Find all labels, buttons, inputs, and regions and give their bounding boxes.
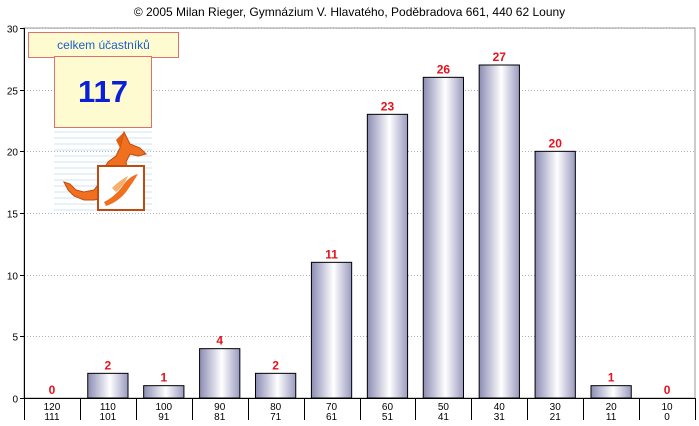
x-tick-label: 70 [326, 402, 338, 413]
bar [590, 385, 632, 399]
data-label: 1 [160, 371, 167, 385]
participants-count: 117 [54, 56, 152, 128]
x-tick-label: 81 [214, 412, 226, 423]
x-tick-label: 90 [214, 402, 226, 413]
data-label: 0 [49, 383, 56, 397]
kangaroo-logo-icon [54, 130, 152, 211]
x-tick-label: 0 [664, 412, 670, 423]
x-tick-label: 111 [44, 412, 60, 423]
copyright-text: © 2005 Milan Rieger, Gymnázium V. Hlavat… [133, 5, 566, 19]
x-tick-label: 101 [100, 412, 117, 423]
data-label: 2 [272, 358, 279, 372]
x-tick-label: 21 [550, 412, 562, 423]
bar [310, 261, 353, 399]
bar [87, 372, 129, 399]
x-tick-label: 100 [155, 402, 172, 413]
data-label: 4 [216, 334, 223, 348]
x-tick-label: 20 [606, 402, 618, 413]
x-tick-label: 60 [382, 402, 394, 413]
y-tick-label: 30 [7, 25, 19, 36]
x-tick-label: 71 [270, 412, 282, 423]
data-label: 26 [437, 62, 451, 76]
x-tick-label: 40 [494, 402, 506, 413]
y-tick-label: 0 [12, 395, 18, 406]
bar [254, 372, 297, 399]
x-tick-label: 80 [270, 402, 282, 413]
y-tick-label: 20 [7, 148, 19, 159]
x-tick-label: 31 [494, 412, 506, 423]
x-tick-label: 50 [438, 402, 450, 413]
x-tick-label: 41 [438, 412, 450, 423]
data-label: 1 [608, 371, 615, 385]
participants-label: celkem účastníků [28, 32, 179, 58]
x-tick-label: 51 [382, 412, 394, 423]
x-tick-label: 110 [100, 402, 116, 413]
bar [422, 76, 465, 399]
data-label: 27 [493, 50, 507, 64]
data-label: 2 [105, 358, 112, 372]
x-tick-label: 61 [326, 412, 338, 423]
y-tick-label: 10 [7, 272, 19, 283]
x-tick-label: 91 [158, 412, 170, 423]
x-tick-label: 120 [44, 402, 61, 413]
data-label: 11 [325, 247, 338, 261]
bar [534, 150, 576, 399]
y-tick-label: 15 [7, 210, 19, 221]
data-label: 20 [549, 136, 563, 150]
bar [478, 64, 520, 399]
x-tick-label: 11 [606, 412, 617, 423]
bar [199, 348, 241, 399]
y-tick-label: 5 [12, 333, 18, 344]
data-label: 0 [664, 383, 671, 397]
data-label: 23 [381, 99, 395, 113]
bar [143, 385, 185, 399]
bar [366, 113, 409, 399]
y-tick-label: 25 [7, 87, 19, 98]
x-tick-label: 30 [550, 402, 562, 413]
x-tick-label: 10 [661, 402, 673, 413]
